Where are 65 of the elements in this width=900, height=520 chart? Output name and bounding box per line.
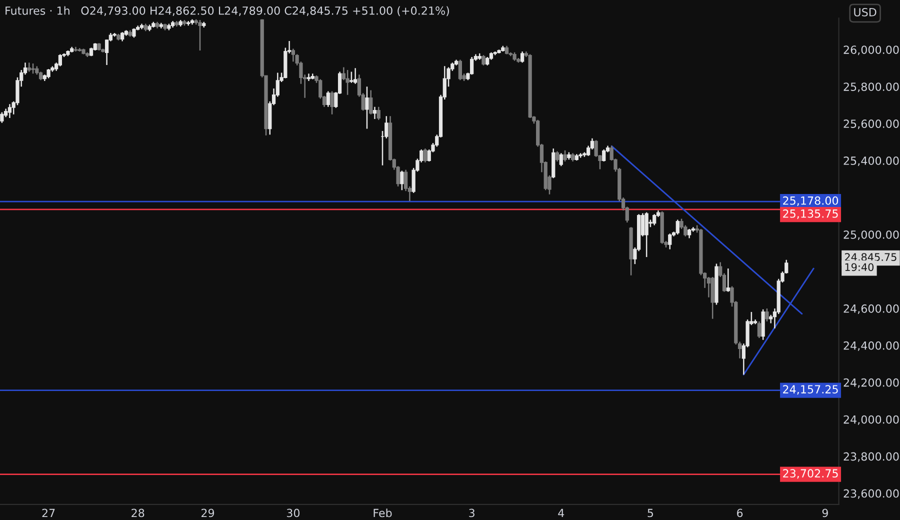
candlestick: [291, 48, 296, 62]
candlestick: [482, 54, 486, 66]
chart-title: Futures · 1h: [6, 6, 70, 15]
candlestick: [326, 90, 330, 108]
candlestick: [132, 28, 136, 38]
candlestick: [765, 308, 769, 322]
text: 19:40: [845, 263, 874, 272]
candlestick: [400, 170, 404, 191]
candlestick: [520, 50, 524, 64]
candlestick: [350, 71, 354, 84]
x-tick-label: 30: [286, 508, 300, 518]
candlestick: [668, 232, 672, 250]
y-tick-label: 25,600.00: [844, 120, 899, 130]
y-tick-label: 23,600.00: [844, 489, 899, 499]
candlestick: [330, 90, 334, 115]
candlestick: [458, 59, 462, 81]
x-tick-label: 29: [202, 508, 214, 518]
candlestick: [369, 90, 373, 115]
candlestick: [726, 268, 730, 292]
candlestick: [27, 62, 31, 72]
x-tick-label: 9: [822, 508, 828, 518]
x-tick-label: 28: [132, 508, 144, 518]
y-tick-label: 24,600.00: [844, 304, 899, 314]
candlestick: [198, 19, 202, 52]
candlestick: [423, 148, 428, 164]
candlestick: [687, 228, 692, 239]
x-tick-label: 5: [648, 508, 654, 518]
candlestick: [602, 148, 606, 162]
y-tick-label: 26,000.00: [844, 46, 899, 56]
candlestick: [46, 68, 50, 79]
candlestick: [376, 106, 380, 120]
x-tick-label: 27: [42, 508, 55, 518]
candlestick: [31, 62, 35, 74]
y-tick-label: 24,200.00: [844, 378, 899, 388]
y-tick-label: 25,800.00: [844, 82, 899, 92]
candlestick: [757, 320, 762, 339]
candlestick: [365, 86, 369, 130]
candlestick: [8, 104, 12, 119]
ref-line-label: 23,702.75: [783, 469, 838, 479]
candlestick: [559, 152, 563, 167]
y-tick-label: 25,400.00: [844, 156, 899, 166]
candlestick: [563, 150, 567, 162]
y-tick-label: 25,000.00: [844, 230, 899, 240]
x-tick-label: 4: [558, 508, 564, 518]
candlestick: [372, 106, 377, 120]
y-tick-label: 24,400.00: [844, 341, 899, 351]
ref-line-label: 25,135.75: [783, 209, 838, 219]
candlestick: [644, 212, 648, 258]
candlestick: [354, 67, 358, 84]
candlestick: [346, 69, 350, 96]
x-tick-label: 3: [469, 508, 474, 518]
candlestick: [0, 112, 4, 124]
candlestick: [555, 150, 560, 162]
y-tick-label: 24,000.00: [844, 415, 899, 425]
ref-line-label: 24,157.25: [783, 385, 838, 395]
x-tick-label: Feb: [374, 508, 392, 518]
ref-line-label: 25,178.00: [783, 196, 838, 206]
x-tick-label: 6: [737, 508, 743, 518]
y-tick-label: 23,800.00: [844, 452, 899, 462]
candlestick: [652, 214, 656, 226]
candlestick: [676, 219, 680, 236]
text: USD: [854, 8, 876, 16]
chart-subtitle: O24,793.00 H24,862.50 L24,789.00 C24,845.75 +51.00 (+0.21%): [81, 6, 449, 16]
candlestick: [58, 54, 62, 67]
candlestick: [120, 31, 124, 42]
